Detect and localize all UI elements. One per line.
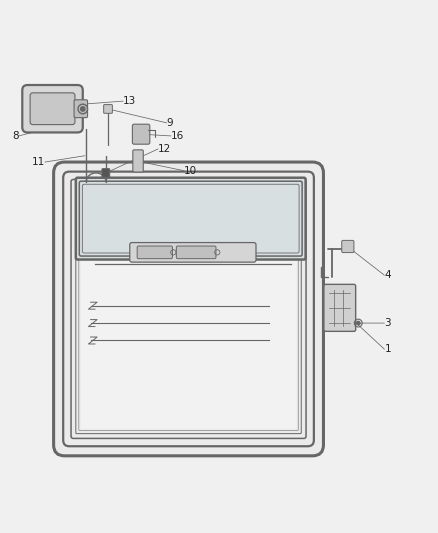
FancyBboxPatch shape (177, 246, 216, 259)
FancyBboxPatch shape (22, 85, 83, 133)
Text: 15: 15 (201, 335, 215, 345)
FancyBboxPatch shape (133, 150, 143, 172)
FancyBboxPatch shape (75, 177, 306, 260)
Text: 3: 3 (385, 318, 391, 328)
Circle shape (81, 107, 85, 111)
FancyBboxPatch shape (81, 189, 297, 429)
Text: 16: 16 (171, 131, 184, 141)
Text: 4: 4 (385, 270, 391, 280)
FancyBboxPatch shape (104, 104, 113, 114)
Text: 10: 10 (184, 166, 197, 176)
Text: 1: 1 (385, 344, 391, 354)
FancyBboxPatch shape (102, 168, 110, 177)
FancyBboxPatch shape (53, 162, 323, 456)
Text: 11: 11 (32, 157, 45, 167)
FancyBboxPatch shape (30, 93, 75, 125)
Text: 5: 5 (206, 214, 212, 224)
FancyBboxPatch shape (342, 240, 354, 253)
Circle shape (357, 321, 360, 325)
Text: 14: 14 (167, 314, 180, 324)
FancyBboxPatch shape (74, 100, 88, 118)
Text: 9: 9 (167, 118, 173, 128)
FancyBboxPatch shape (137, 246, 173, 259)
Text: 13: 13 (123, 96, 137, 106)
Text: 12: 12 (158, 144, 171, 154)
FancyBboxPatch shape (132, 124, 150, 144)
Text: 7: 7 (241, 214, 247, 224)
FancyBboxPatch shape (130, 243, 256, 262)
FancyBboxPatch shape (324, 284, 356, 332)
Text: 6: 6 (176, 214, 182, 224)
Text: 8: 8 (12, 131, 19, 141)
